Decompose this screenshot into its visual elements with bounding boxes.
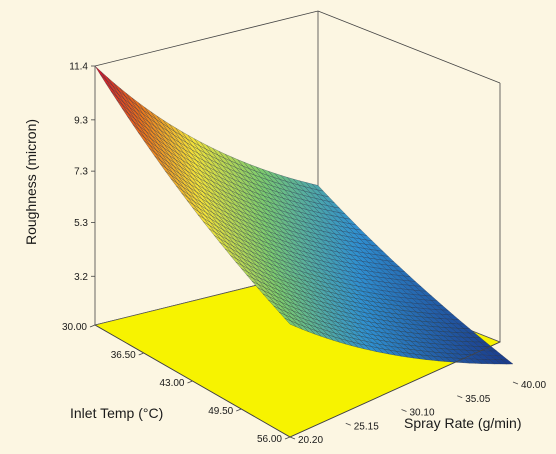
y-tick-mark	[401, 409, 407, 412]
y-tick-label: 35.05	[465, 394, 490, 405]
y-tick-mark	[457, 395, 463, 399]
x-tick-mark	[138, 352, 144, 356]
surface-cell	[284, 318, 297, 327]
response-surface	[94, 65, 514, 365]
z-tick-label: 7.3	[74, 167, 88, 178]
y-tick-label: 20.20	[298, 435, 323, 446]
y-tick-mark	[512, 381, 519, 385]
y-tick-label: 40.00	[521, 380, 546, 391]
y-tick-label: 25.15	[354, 421, 379, 432]
box-edge-top-left	[94, 10, 319, 67]
x-tick-mark	[187, 380, 193, 384]
z-axis-title: Roughness (micron)	[23, 119, 39, 245]
z-tick-label: 11.4	[69, 62, 88, 73]
x-tick-label: 43.00	[159, 378, 184, 389]
x-axis-title: Inlet Temp (°C)	[70, 405, 163, 421]
box-edge-top-right	[317, 10, 501, 84]
surface-cell	[94, 65, 107, 81]
x-tick-mark	[236, 408, 242, 412]
x-tick-label: 30.00	[62, 322, 87, 333]
z-tick-label: 5.3	[74, 218, 88, 229]
y-tick-label: 30.10	[410, 408, 435, 419]
tick-labels: 3.2 5.3 7.3 9.3 11.4 30.00 36.50 43.00 49.50 56.0…	[62, 62, 546, 447]
z-tick-label: 9.3	[74, 115, 88, 126]
y-tick-mark	[289, 436, 296, 440]
y-axis-title: Spray Rate (g/min)	[404, 415, 521, 431]
x-tick-mark	[284, 436, 291, 440]
x-tick-label: 49.50	[208, 406, 233, 417]
x-tick-label: 56.00	[257, 434, 282, 445]
y-tick-mark	[345, 422, 351, 426]
box-edge-floor-front-right	[289, 341, 501, 438]
z-tick-label: 3.2	[74, 272, 88, 283]
x-tick-mark	[89, 324, 96, 328]
x-tick-label: 36.50	[111, 350, 136, 361]
